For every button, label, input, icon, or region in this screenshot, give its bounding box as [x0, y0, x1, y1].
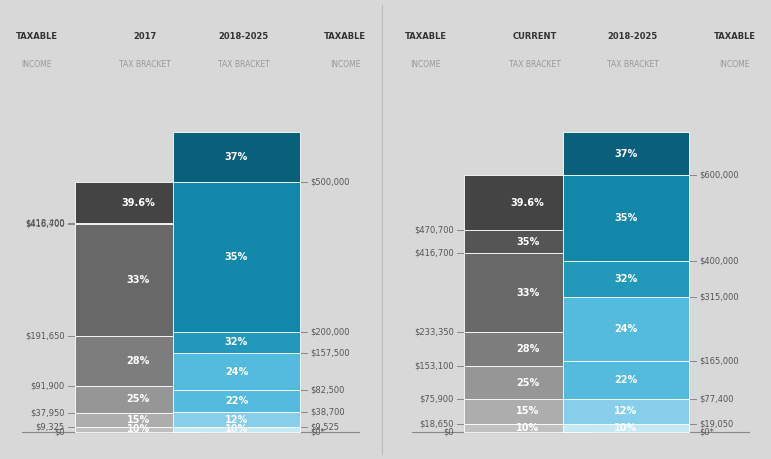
Text: $600,000: $600,000 — [699, 171, 739, 179]
Text: $470,700: $470,700 — [414, 226, 454, 235]
Text: 2018-2025: 2018-2025 — [608, 32, 658, 41]
Text: 35%: 35% — [225, 252, 248, 262]
Text: CURRENT: CURRENT — [513, 32, 557, 41]
Text: $91,900: $91,900 — [30, 381, 65, 390]
Bar — [464, 253, 591, 332]
Text: $165,000: $165,000 — [699, 357, 739, 366]
Text: $191,650: $191,650 — [25, 331, 65, 341]
Text: 39.6%: 39.6% — [121, 197, 155, 207]
Bar — [563, 132, 689, 175]
Text: $9,525: $9,525 — [310, 422, 339, 431]
Bar — [75, 182, 201, 223]
Text: 37%: 37% — [614, 149, 638, 159]
Bar — [173, 391, 300, 412]
Bar — [464, 399, 591, 424]
Bar — [464, 366, 591, 399]
Text: $18,650: $18,650 — [419, 419, 454, 428]
Bar — [173, 412, 300, 427]
Text: 2017: 2017 — [133, 32, 157, 41]
Bar — [173, 427, 300, 431]
Text: 28%: 28% — [126, 356, 150, 366]
Text: 37%: 37% — [225, 152, 248, 162]
Bar — [563, 398, 689, 424]
Text: TAXABLE: TAXABLE — [713, 32, 756, 41]
Text: $82,500: $82,500 — [310, 386, 345, 395]
Text: 35%: 35% — [614, 213, 638, 223]
Text: INCOME: INCOME — [22, 60, 52, 69]
Text: $37,950: $37,950 — [30, 408, 65, 417]
Text: $157,500: $157,500 — [310, 348, 350, 358]
Text: 12%: 12% — [225, 414, 248, 425]
Text: 12%: 12% — [614, 406, 638, 416]
Text: $400,000: $400,000 — [699, 256, 739, 265]
Bar — [75, 413, 201, 427]
Text: TAX BRACKET: TAX BRACKET — [120, 60, 171, 69]
Bar — [75, 427, 201, 431]
Text: $9,325: $9,325 — [35, 422, 65, 431]
Bar — [173, 353, 300, 391]
Bar — [563, 424, 689, 431]
Text: $200,000: $200,000 — [310, 327, 349, 336]
Text: $315,000: $315,000 — [699, 292, 739, 302]
Text: INCOME: INCOME — [330, 60, 360, 69]
Text: $416,700: $416,700 — [414, 249, 454, 258]
Text: $233,350: $233,350 — [414, 327, 454, 336]
Text: $153,100: $153,100 — [414, 362, 454, 371]
Text: 22%: 22% — [614, 375, 638, 385]
Text: TAX BRACKET: TAX BRACKET — [217, 60, 269, 69]
Text: 10%: 10% — [614, 423, 638, 432]
Text: $75,900: $75,900 — [419, 395, 454, 404]
Text: 24%: 24% — [614, 324, 638, 334]
Text: 10%: 10% — [516, 423, 539, 433]
Text: TAX BRACKET: TAX BRACKET — [509, 60, 561, 69]
Text: $416,700: $416,700 — [25, 219, 65, 228]
Text: 22%: 22% — [225, 397, 248, 406]
Text: $0: $0 — [54, 427, 65, 436]
Text: 33%: 33% — [126, 275, 150, 285]
Text: 15%: 15% — [516, 406, 539, 416]
Bar — [75, 224, 201, 336]
Text: $0*: $0* — [310, 427, 325, 436]
Text: 24%: 24% — [225, 367, 248, 377]
Text: 10%: 10% — [225, 424, 248, 434]
Bar — [173, 132, 300, 182]
Text: 32%: 32% — [225, 337, 248, 347]
Text: $500,000: $500,000 — [310, 178, 349, 187]
Bar — [75, 386, 201, 413]
Text: 15%: 15% — [126, 415, 150, 425]
Text: $0*: $0* — [699, 427, 714, 436]
Bar — [464, 175, 591, 230]
Text: 2018-2025: 2018-2025 — [218, 32, 268, 41]
Bar — [464, 424, 591, 431]
Text: 33%: 33% — [516, 288, 539, 298]
Bar — [563, 175, 689, 261]
Bar — [563, 361, 689, 398]
Text: 35%: 35% — [516, 237, 539, 247]
Bar — [75, 336, 201, 386]
Text: INCOME: INCOME — [719, 60, 749, 69]
Text: 25%: 25% — [126, 394, 150, 404]
Bar — [173, 182, 300, 332]
Text: INCOME: INCOME — [411, 60, 441, 69]
Bar — [464, 332, 591, 366]
Text: $0: $0 — [443, 427, 454, 436]
Text: $19,050: $19,050 — [699, 419, 734, 428]
Text: $38,700: $38,700 — [310, 408, 345, 417]
Text: 28%: 28% — [516, 344, 539, 354]
Text: 39.6%: 39.6% — [510, 198, 544, 208]
Text: 32%: 32% — [614, 274, 638, 284]
Bar — [563, 261, 689, 297]
Bar — [464, 230, 591, 253]
Text: TAXABLE: TAXABLE — [15, 32, 58, 41]
Text: 25%: 25% — [516, 378, 539, 388]
Bar — [75, 223, 201, 224]
Text: TAXABLE: TAXABLE — [324, 32, 366, 41]
Text: $77,400: $77,400 — [699, 394, 734, 403]
Text: TAXABLE: TAXABLE — [405, 32, 447, 41]
Text: $418,400: $418,400 — [25, 218, 65, 227]
Bar — [173, 332, 300, 353]
Text: TAX BRACKET: TAX BRACKET — [607, 60, 658, 69]
Bar — [563, 297, 689, 361]
Text: 10%: 10% — [126, 424, 150, 434]
